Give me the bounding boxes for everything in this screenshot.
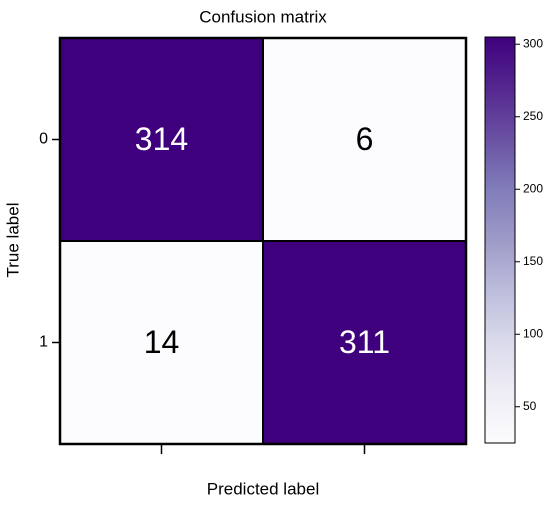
chart-title: Confusion matrix (199, 7, 327, 26)
y-tick-label: 0 (39, 131, 48, 148)
cell-label: 14 (144, 324, 180, 360)
colorbar-tick-label: 150 (523, 254, 543, 268)
colorbar-tick-label: 200 (523, 181, 543, 195)
cell-label: 6 (356, 121, 374, 157)
y-axis-label: True label (3, 203, 22, 278)
colorbar-tick-label: 300 (523, 36, 543, 50)
colorbar-tick-label: 250 (523, 109, 543, 123)
colorbar (484, 36, 516, 444)
x-axis-label: Predicted label (207, 479, 319, 498)
cell (59, 240, 264, 445)
cell (59, 37, 264, 242)
matrix-frame (58, 36, 468, 446)
colorbar-tick-label: 100 (523, 326, 543, 340)
cell-label: 311 (339, 324, 390, 360)
y-tick-label: 1 (39, 334, 48, 351)
cell (262, 240, 467, 445)
cell (262, 37, 467, 242)
cell-label: 314 (135, 121, 188, 157)
colorbar-tick-label: 50 (523, 399, 537, 413)
